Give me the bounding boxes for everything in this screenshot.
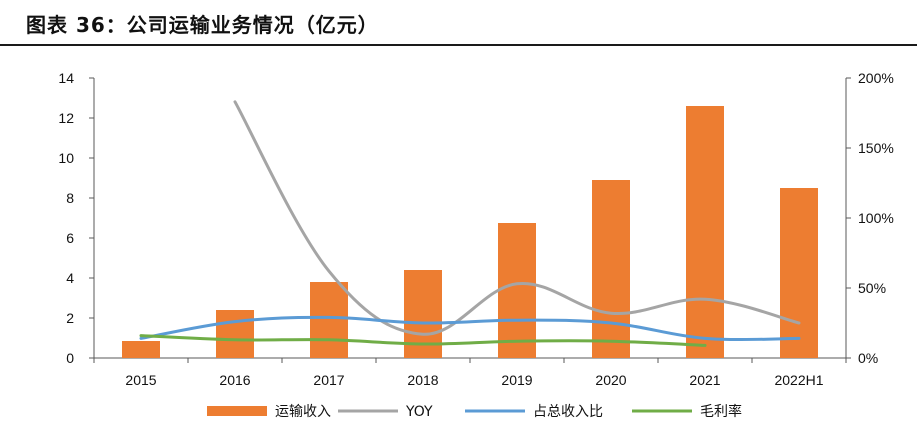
x-tick-label: 2019 <box>501 372 532 388</box>
line-series <box>139 100 801 347</box>
x-tick-label: 2018 <box>407 372 438 388</box>
bar <box>686 106 724 358</box>
line-占总收入比 <box>139 315 801 342</box>
title-rule <box>0 44 917 46</box>
x-tick-label: 2016 <box>219 372 250 388</box>
left-tick-label: 6 <box>66 230 74 246</box>
bar <box>498 223 536 358</box>
title-bar: 图表 36：公司运输业务情况（亿元） <box>0 0 917 46</box>
legend-label: 占总收入比 <box>533 404 603 420</box>
legend-label: YOY <box>405 404 433 420</box>
x-tick-label: 2015 <box>125 372 156 388</box>
line-毛利率 <box>139 334 707 347</box>
line-YOY <box>233 100 801 336</box>
bar <box>216 310 254 358</box>
legend-label: 运输收入 <box>275 404 331 420</box>
left-tick-label: 2 <box>66 310 74 326</box>
x-tick-label: 2021 <box>689 372 720 388</box>
left-tick-label: 12 <box>58 110 74 126</box>
bar-series <box>122 106 818 358</box>
right-tick-label: 100% <box>858 210 894 226</box>
x-tick-label: 2020 <box>595 372 626 388</box>
left-tick-label: 0 <box>66 350 74 366</box>
chart-title: 图表 36：公司运输业务情况（亿元） <box>26 13 379 37</box>
x-tick-label: 2017 <box>313 372 344 388</box>
bar <box>592 180 630 358</box>
right-tick-label: 0% <box>858 350 878 366</box>
left-tick-label: 14 <box>58 70 74 86</box>
chart-legend: 运输收入 YOY 占总收入比 毛利率 <box>207 403 742 420</box>
left-tick-label: 10 <box>58 150 74 166</box>
x-tick-label: 2022H1 <box>774 372 823 388</box>
right-tick-label: 150% <box>858 140 894 156</box>
bar <box>780 188 818 358</box>
legend-swatch <box>207 406 267 416</box>
legend-label: 毛利率 <box>700 403 742 420</box>
left-tick-label: 8 <box>66 190 74 206</box>
bar <box>310 282 348 358</box>
left-tick-label: 4 <box>66 270 74 286</box>
right-tick-label: 50% <box>858 280 886 296</box>
bar <box>122 341 160 358</box>
right-tick-label: 200% <box>858 70 894 86</box>
